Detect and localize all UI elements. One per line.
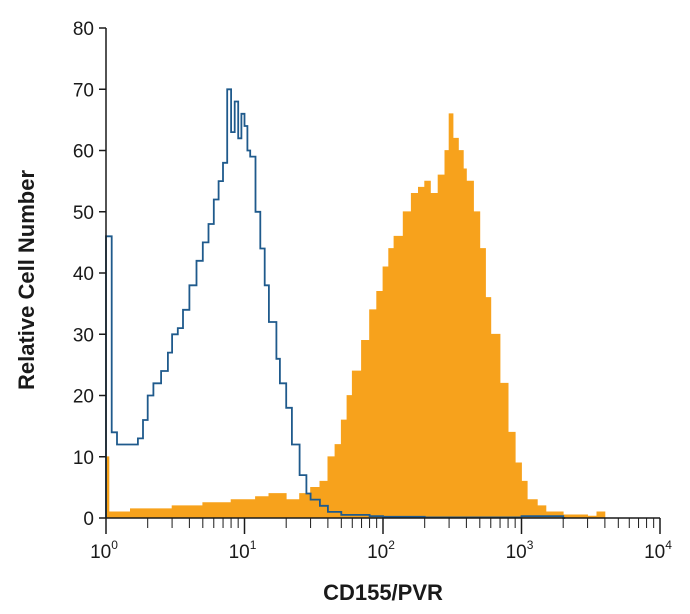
y-tick-label: 70 xyxy=(73,80,94,101)
y-tick-label: 80 xyxy=(73,19,94,40)
x-axis-title: CD155/PVR xyxy=(323,580,443,605)
y-axis-title: Relative Cell Number xyxy=(14,170,39,391)
x-tick-label: 103 xyxy=(506,538,534,563)
x-ticks: 100 101 102 103 104 xyxy=(90,518,672,563)
histogram-filled-series xyxy=(105,113,607,519)
x-tick-label: 102 xyxy=(367,538,395,563)
plot-area xyxy=(105,88,607,519)
y-tick-label: 20 xyxy=(73,387,94,408)
y-tick-label: 40 xyxy=(73,264,94,285)
y-tick-label: 60 xyxy=(73,142,94,163)
y-tick-label: 30 xyxy=(73,325,94,346)
y-tick-label: 50 xyxy=(73,203,94,224)
x-tick-label: 104 xyxy=(644,538,672,563)
y-tick-label: 0 xyxy=(83,509,94,530)
y-tick-label: 10 xyxy=(73,448,94,469)
x-tick-label: 101 xyxy=(229,538,257,563)
x-tick-label: 100 xyxy=(90,538,118,563)
histogram-outline-series xyxy=(105,88,566,519)
y-ticks: 0 10 20 30 40 50 60 70 80 xyxy=(73,19,106,530)
